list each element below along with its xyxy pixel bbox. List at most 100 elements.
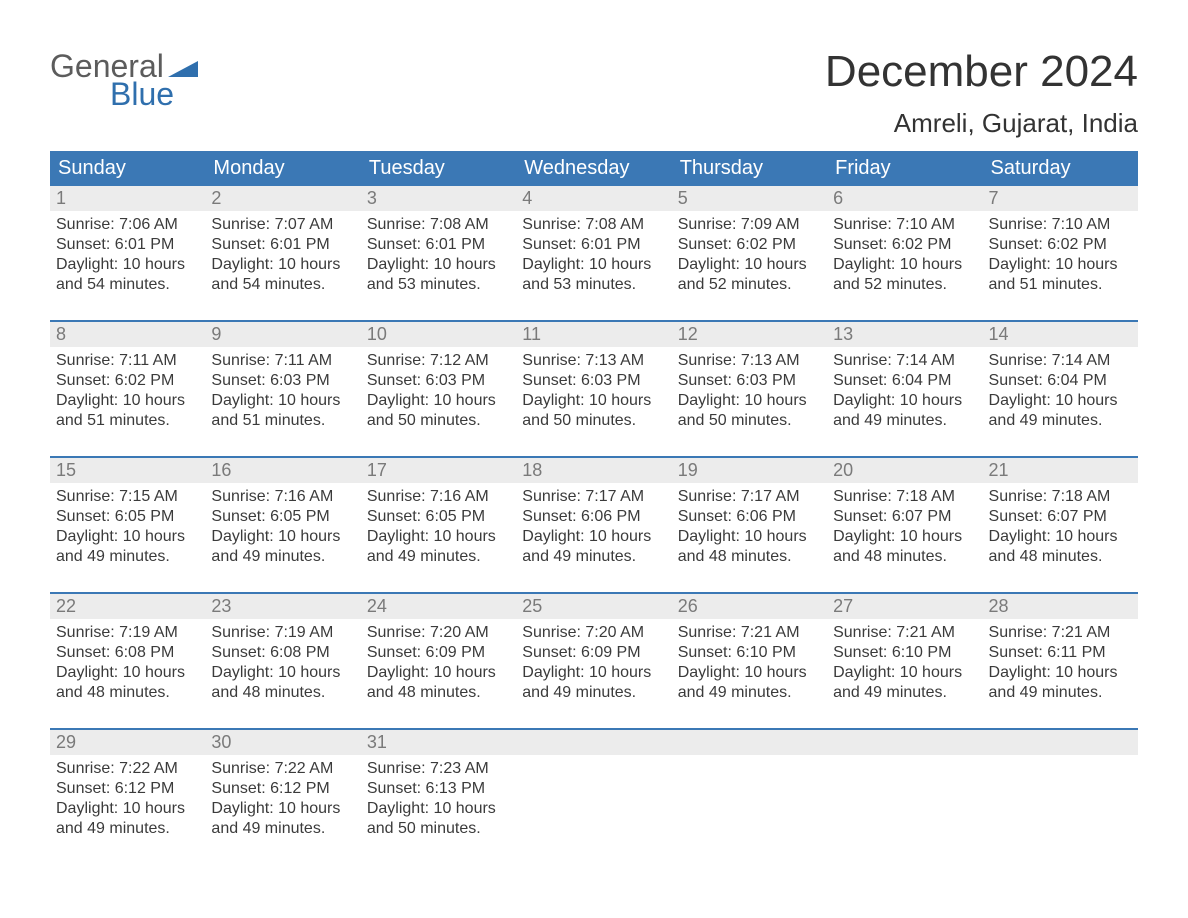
month-title: December 2024: [825, 50, 1138, 94]
header-row: General Blue December 2024 Amreli, Gujar…: [50, 50, 1138, 139]
sunrise-text: Sunrise: 7:09 AM: [678, 215, 821, 235]
logo-word-2: Blue: [110, 78, 198, 110]
day-header-row: Sunday Monday Tuesday Wednesday Thursday…: [50, 151, 1138, 186]
day-cell: 6Sunrise: 7:10 AMSunset: 6:02 PMDaylight…: [827, 186, 982, 306]
day-header-saturday: Saturday: [983, 151, 1138, 186]
daylight-text-2: and 48 minutes.: [367, 683, 510, 703]
day-body: Sunrise: 7:20 AMSunset: 6:09 PMDaylight:…: [516, 619, 671, 711]
day-cell: 17Sunrise: 7:16 AMSunset: 6:05 PMDayligh…: [361, 458, 516, 578]
daylight-text-1: Daylight: 10 hours: [56, 663, 199, 683]
day-cell: 1Sunrise: 7:06 AMSunset: 6:01 PMDaylight…: [50, 186, 205, 306]
date-number: 20: [827, 458, 982, 483]
daylight-text-1: Daylight: 10 hours: [678, 527, 821, 547]
sunrise-text: Sunrise: 7:15 AM: [56, 487, 199, 507]
sunset-text: Sunset: 6:01 PM: [522, 235, 665, 255]
sunset-text: Sunset: 6:12 PM: [211, 779, 354, 799]
sunset-text: Sunset: 6:04 PM: [989, 371, 1132, 391]
day-header-friday: Friday: [827, 151, 982, 186]
day-body: Sunrise: 7:22 AMSunset: 6:12 PMDaylight:…: [205, 755, 360, 847]
date-number: 12: [672, 322, 827, 347]
sunrise-text: Sunrise: 7:18 AM: [989, 487, 1132, 507]
sunrise-text: Sunrise: 7:14 AM: [989, 351, 1132, 371]
daylight-text-2: and 49 minutes.: [211, 819, 354, 839]
sunset-text: Sunset: 6:02 PM: [989, 235, 1132, 255]
day-body: Sunrise: 7:08 AMSunset: 6:01 PMDaylight:…: [516, 211, 671, 303]
date-number: 6: [827, 186, 982, 211]
daylight-text-2: and 53 minutes.: [367, 275, 510, 295]
day-body: Sunrise: 7:10 AMSunset: 6:02 PMDaylight:…: [983, 211, 1138, 303]
week-gap: [50, 714, 1138, 728]
date-number: 23: [205, 594, 360, 619]
date-number: 5: [672, 186, 827, 211]
daylight-text-1: Daylight: 10 hours: [367, 391, 510, 411]
date-number: 29: [50, 730, 205, 755]
title-block: December 2024 Amreli, Gujarat, India: [825, 50, 1138, 139]
daylight-text-2: and 50 minutes.: [522, 411, 665, 431]
day-body: Sunrise: 7:20 AMSunset: 6:09 PMDaylight:…: [361, 619, 516, 711]
day-body: Sunrise: 7:13 AMSunset: 6:03 PMDaylight:…: [672, 347, 827, 439]
daylight-text-1: Daylight: 10 hours: [211, 255, 354, 275]
daylight-text-2: and 49 minutes.: [211, 547, 354, 567]
sunrise-text: Sunrise: 7:21 AM: [833, 623, 976, 643]
day-cell: 20Sunrise: 7:18 AMSunset: 6:07 PMDayligh…: [827, 458, 982, 578]
day-cell: 29Sunrise: 7:22 AMSunset: 6:12 PMDayligh…: [50, 730, 205, 850]
day-cell: 25Sunrise: 7:20 AMSunset: 6:09 PMDayligh…: [516, 594, 671, 714]
daylight-text-1: Daylight: 10 hours: [522, 391, 665, 411]
day-body: Sunrise: 7:17 AMSunset: 6:06 PMDaylight:…: [672, 483, 827, 575]
date-number: 15: [50, 458, 205, 483]
date-number: 7: [983, 186, 1138, 211]
daylight-text-2: and 51 minutes.: [211, 411, 354, 431]
daylight-text-2: and 49 minutes.: [56, 547, 199, 567]
daylight-text-2: and 53 minutes.: [522, 275, 665, 295]
day-body: Sunrise: 7:21 AMSunset: 6:10 PMDaylight:…: [827, 619, 982, 711]
sunrise-text: Sunrise: 7:06 AM: [56, 215, 199, 235]
date-number: 16: [205, 458, 360, 483]
day-cell: 24Sunrise: 7:20 AMSunset: 6:09 PMDayligh…: [361, 594, 516, 714]
day-body: Sunrise: 7:21 AMSunset: 6:10 PMDaylight:…: [672, 619, 827, 711]
sunrise-text: Sunrise: 7:12 AM: [367, 351, 510, 371]
sunset-text: Sunset: 6:03 PM: [211, 371, 354, 391]
day-cell: 3Sunrise: 7:08 AMSunset: 6:01 PMDaylight…: [361, 186, 516, 306]
daylight-text-2: and 48 minutes.: [833, 547, 976, 567]
sunset-text: Sunset: 6:06 PM: [522, 507, 665, 527]
sunset-text: Sunset: 6:02 PM: [678, 235, 821, 255]
sunrise-text: Sunrise: 7:10 AM: [989, 215, 1132, 235]
sunset-text: Sunset: 6:05 PM: [56, 507, 199, 527]
day-body: Sunrise: 7:12 AMSunset: 6:03 PMDaylight:…: [361, 347, 516, 439]
sunset-text: Sunset: 6:08 PM: [56, 643, 199, 663]
daylight-text-1: Daylight: 10 hours: [211, 391, 354, 411]
sunset-text: Sunset: 6:06 PM: [678, 507, 821, 527]
day-cell: [516, 730, 671, 850]
sunset-text: Sunset: 6:03 PM: [678, 371, 821, 391]
calendar: Sunday Monday Tuesday Wednesday Thursday…: [50, 151, 1138, 850]
date-number: 25: [516, 594, 671, 619]
day-body: Sunrise: 7:14 AMSunset: 6:04 PMDaylight:…: [827, 347, 982, 439]
week-gap: [50, 306, 1138, 320]
day-cell: 27Sunrise: 7:21 AMSunset: 6:10 PMDayligh…: [827, 594, 982, 714]
page: General Blue December 2024 Amreli, Gujar…: [0, 0, 1188, 890]
sunrise-text: Sunrise: 7:17 AM: [522, 487, 665, 507]
sunrise-text: Sunrise: 7:13 AM: [522, 351, 665, 371]
date-number: 3: [361, 186, 516, 211]
sunrise-text: Sunrise: 7:22 AM: [211, 759, 354, 779]
daylight-text-1: Daylight: 10 hours: [522, 663, 665, 683]
sunrise-text: Sunrise: 7:21 AM: [678, 623, 821, 643]
sunset-text: Sunset: 6:01 PM: [56, 235, 199, 255]
daylight-text-2: and 49 minutes.: [367, 547, 510, 567]
week-row: 8Sunrise: 7:11 AMSunset: 6:02 PMDaylight…: [50, 320, 1138, 442]
weeks-container: 1Sunrise: 7:06 AMSunset: 6:01 PMDaylight…: [50, 186, 1138, 850]
day-cell: 23Sunrise: 7:19 AMSunset: 6:08 PMDayligh…: [205, 594, 360, 714]
logo: General Blue: [50, 50, 198, 110]
daylight-text-2: and 52 minutes.: [833, 275, 976, 295]
sunrise-text: Sunrise: 7:16 AM: [367, 487, 510, 507]
day-cell: 22Sunrise: 7:19 AMSunset: 6:08 PMDayligh…: [50, 594, 205, 714]
sunrise-text: Sunrise: 7:11 AM: [211, 351, 354, 371]
sunset-text: Sunset: 6:07 PM: [989, 507, 1132, 527]
sunrise-text: Sunrise: 7:19 AM: [211, 623, 354, 643]
day-cell: 15Sunrise: 7:15 AMSunset: 6:05 PMDayligh…: [50, 458, 205, 578]
location: Amreli, Gujarat, India: [825, 108, 1138, 139]
sunrise-text: Sunrise: 7:23 AM: [367, 759, 510, 779]
sunrise-text: Sunrise: 7:17 AM: [678, 487, 821, 507]
date-number: 14: [983, 322, 1138, 347]
sunrise-text: Sunrise: 7:10 AM: [833, 215, 976, 235]
